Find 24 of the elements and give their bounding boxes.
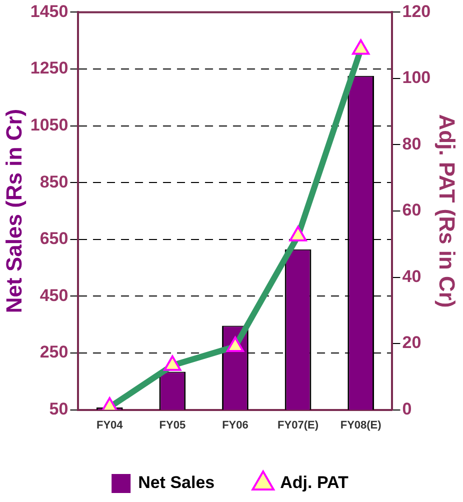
y-tick-label: 1250 xyxy=(30,58,68,78)
y2-tick-label: 100 xyxy=(402,68,431,88)
y-tick-label: 850 xyxy=(40,172,68,192)
x-tick-label: FY06 xyxy=(222,419,248,432)
x-tick-label: FY04 xyxy=(96,419,124,432)
y2-tick-label: 20 xyxy=(402,333,422,352)
y-tick-label: 1450 xyxy=(30,2,68,21)
y-tick-label: 250 xyxy=(40,342,68,362)
y2-tick-label: 60 xyxy=(402,200,422,220)
x-tick-label: FY07(E) xyxy=(278,419,319,432)
y-tick-label: 1050 xyxy=(30,115,68,134)
y-tick-label: 450 xyxy=(40,286,68,305)
legend-label: Net Sales xyxy=(138,473,215,492)
y2-tick-label: 40 xyxy=(402,266,422,286)
y2-tick-label: 0 xyxy=(402,399,412,418)
x-tick-label: FY08(E) xyxy=(340,419,382,432)
y2-axis-title: Adj. PAT (Rs in Cr) xyxy=(434,114,460,308)
x-tick-label: FY05 xyxy=(159,419,186,432)
y2-tick-label: 120 xyxy=(402,2,431,21)
y-tick-label: 50 xyxy=(49,399,68,418)
y2-tick-label: 80 xyxy=(402,134,422,154)
legend-label: Adj. PAT xyxy=(280,473,350,492)
y-tick-label: 650 xyxy=(40,229,68,248)
y-axis-title: Net Sales (Rs in Cr) xyxy=(1,108,26,314)
